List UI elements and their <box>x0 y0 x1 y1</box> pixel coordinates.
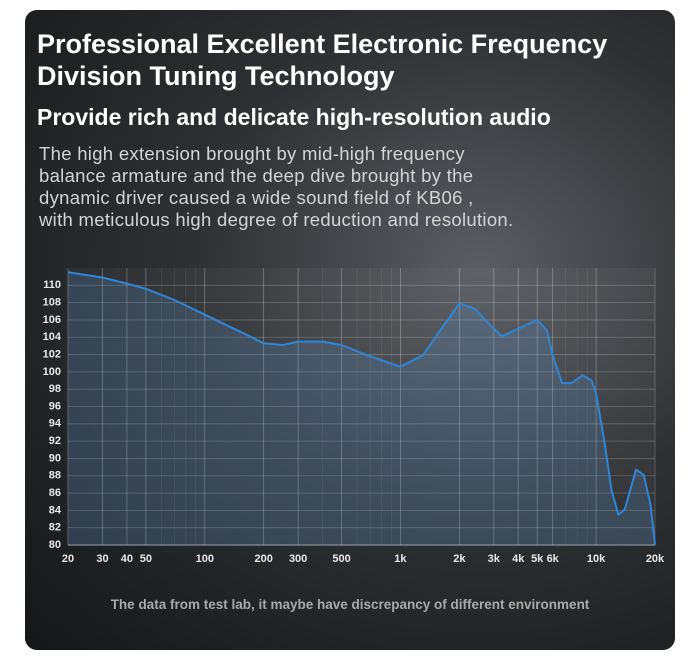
y-tick-label: 106 <box>43 314 61 326</box>
line <box>67 271 656 546</box>
y-tick-label: 92 <box>49 435 61 447</box>
description-line: The high extension brought by mid-high f… <box>39 143 465 164</box>
card: Professional Excellent Electronic Freque… <box>25 10 675 650</box>
y-tick-label: 108 <box>43 297 61 309</box>
title-line: Professional Excellent Electronic Freque… <box>37 29 608 59</box>
y-tick-label: 110 <box>43 279 61 291</box>
x-tick-label: 30 <box>96 553 108 565</box>
x-tick-label: 1k <box>394 553 407 565</box>
chart: 80 82 84 86 88 90 92 94 96 98 100 102 104 106 108 110 20… <box>43 268 665 565</box>
description-line: balance armature and the deep dive broug… <box>39 165 474 186</box>
y-tick-label: 96 <box>49 400 61 412</box>
x-tick-label: 10k <box>587 553 606 565</box>
y-tick-label: 80 <box>49 539 61 551</box>
x-tick-label: 40 <box>121 553 133 565</box>
x-tick-label: 20 <box>62 553 74 565</box>
x-tick-label: 500 <box>332 553 350 565</box>
y-tick-label: 84 <box>49 504 62 516</box>
title-line: Division Tuning Technology <box>37 61 395 91</box>
y-tick-label: 82 <box>49 522 61 534</box>
description: The high extension brought by mid-high f… <box>39 143 513 231</box>
x-tick-label: 2k <box>453 553 466 565</box>
description-line: dynamic driver caused a wide sound field… <box>39 187 474 208</box>
y-tick-label: 102 <box>43 348 61 360</box>
x-tick-label: 6k <box>547 553 560 565</box>
subtitle: Provide rich and delicate high-resolutio… <box>37 104 551 130</box>
y-tick-label: 86 <box>49 487 61 499</box>
y-tick-label: 90 <box>49 452 61 464</box>
x-tick-label: 3k <box>488 553 501 565</box>
y-tick-label: 98 <box>49 383 61 395</box>
y-tick-label: 104 <box>43 331 62 343</box>
plot-area <box>66 268 655 545</box>
x-tick-label: 50 <box>140 553 152 565</box>
x-tick-label: 100 <box>196 553 214 565</box>
x-tick-label: 20k <box>646 553 665 565</box>
y-tick-label: 94 <box>49 418 62 430</box>
title: Professional Excellent Electronic Freque… <box>37 28 607 92</box>
area <box>68 272 655 545</box>
note: The data from test lab, it maybe have di… <box>110 597 590 612</box>
x-tick-label: 200 <box>254 553 272 565</box>
y-tick-label: 100 <box>43 366 61 378</box>
description-line: with meticulous high degree of reduction… <box>39 209 514 230</box>
x-tick-label: 4k <box>512 553 525 565</box>
x-tick-label: 300 <box>289 553 307 565</box>
y-tick-label: 88 <box>49 470 61 482</box>
x-tick-label: 5k <box>531 553 544 565</box>
